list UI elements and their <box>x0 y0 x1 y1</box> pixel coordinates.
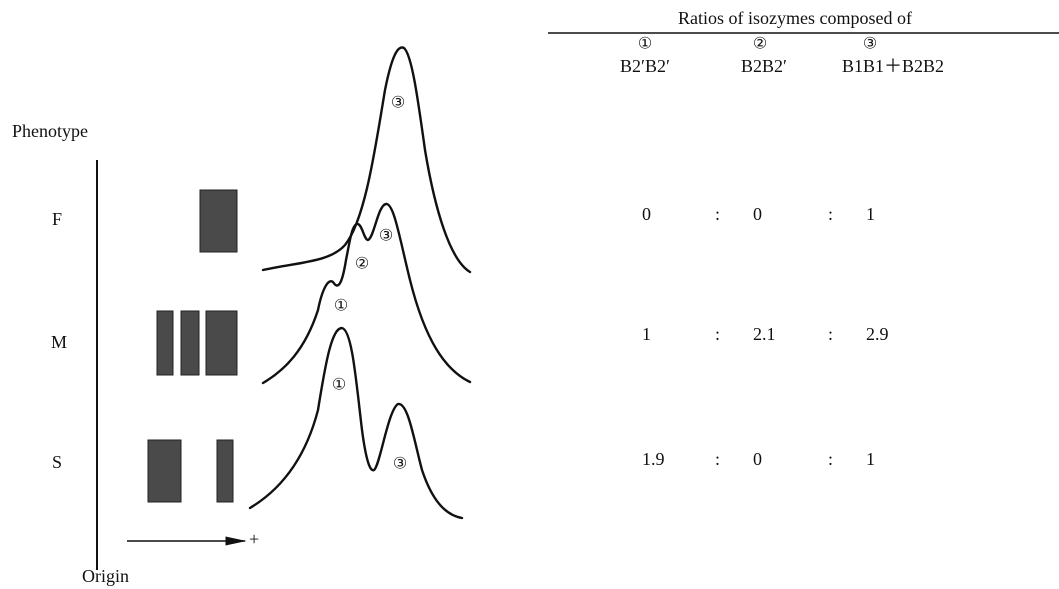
peak-label: ③ <box>391 95 405 112</box>
peak-label: ① <box>332 377 346 394</box>
ratio-separator: : <box>715 449 720 469</box>
ratio-value: 2.9 <box>866 324 889 344</box>
gel-band <box>157 311 173 375</box>
ratio-separator: : <box>828 204 833 224</box>
ratio-value: 1 <box>866 449 875 469</box>
column-number: ① <box>638 36 652 53</box>
densitometry-curve <box>263 204 470 383</box>
ratio-value: 0 <box>753 204 762 224</box>
column-label: B2B2′ <box>741 56 787 76</box>
peak-label: ③ <box>393 456 407 473</box>
ratio-separator: : <box>828 324 833 344</box>
origin-label: Origin <box>82 566 129 586</box>
column-label: B1B1＋B2B2 <box>842 56 944 76</box>
peak-label: ③ <box>379 228 393 245</box>
ratio-value: 2.1 <box>753 324 776 344</box>
phenotype-label: M <box>51 332 67 352</box>
ratio-separator: : <box>715 204 720 224</box>
ratio-value: 0 <box>642 204 651 224</box>
peak-label: ② <box>355 256 369 273</box>
gel-band <box>181 311 199 375</box>
gel-band <box>217 440 233 502</box>
gel-band <box>206 311 237 375</box>
ratio-value: 1.9 <box>642 449 665 469</box>
ratio-value: 1 <box>642 324 651 344</box>
ratio-value: 1 <box>866 204 875 224</box>
anode-label: + <box>249 529 259 549</box>
ratio-value: 0 <box>753 449 762 469</box>
table-title: Ratios of isozymes composed of <box>678 8 912 28</box>
phenotype-label: S <box>52 452 62 472</box>
column-number: ③ <box>863 36 877 53</box>
column-label: B2′B2′ <box>620 56 670 76</box>
column-number: ② <box>753 36 767 53</box>
ratio-separator: : <box>828 449 833 469</box>
figure: Phenotype + Origin F M S ③ ① ② ③ ① ③ Rat… <box>0 0 1059 589</box>
gel-band <box>148 440 181 502</box>
ratio-separator: : <box>715 324 720 344</box>
densitometry-curve <box>250 328 462 518</box>
axis-label: Phenotype <box>12 121 88 141</box>
peak-label: ① <box>334 298 348 315</box>
gel-band <box>200 190 237 252</box>
phenotype-label: F <box>52 209 62 229</box>
page: {"table": {"title": "Ratios of isozymes … <box>0 0 1059 589</box>
